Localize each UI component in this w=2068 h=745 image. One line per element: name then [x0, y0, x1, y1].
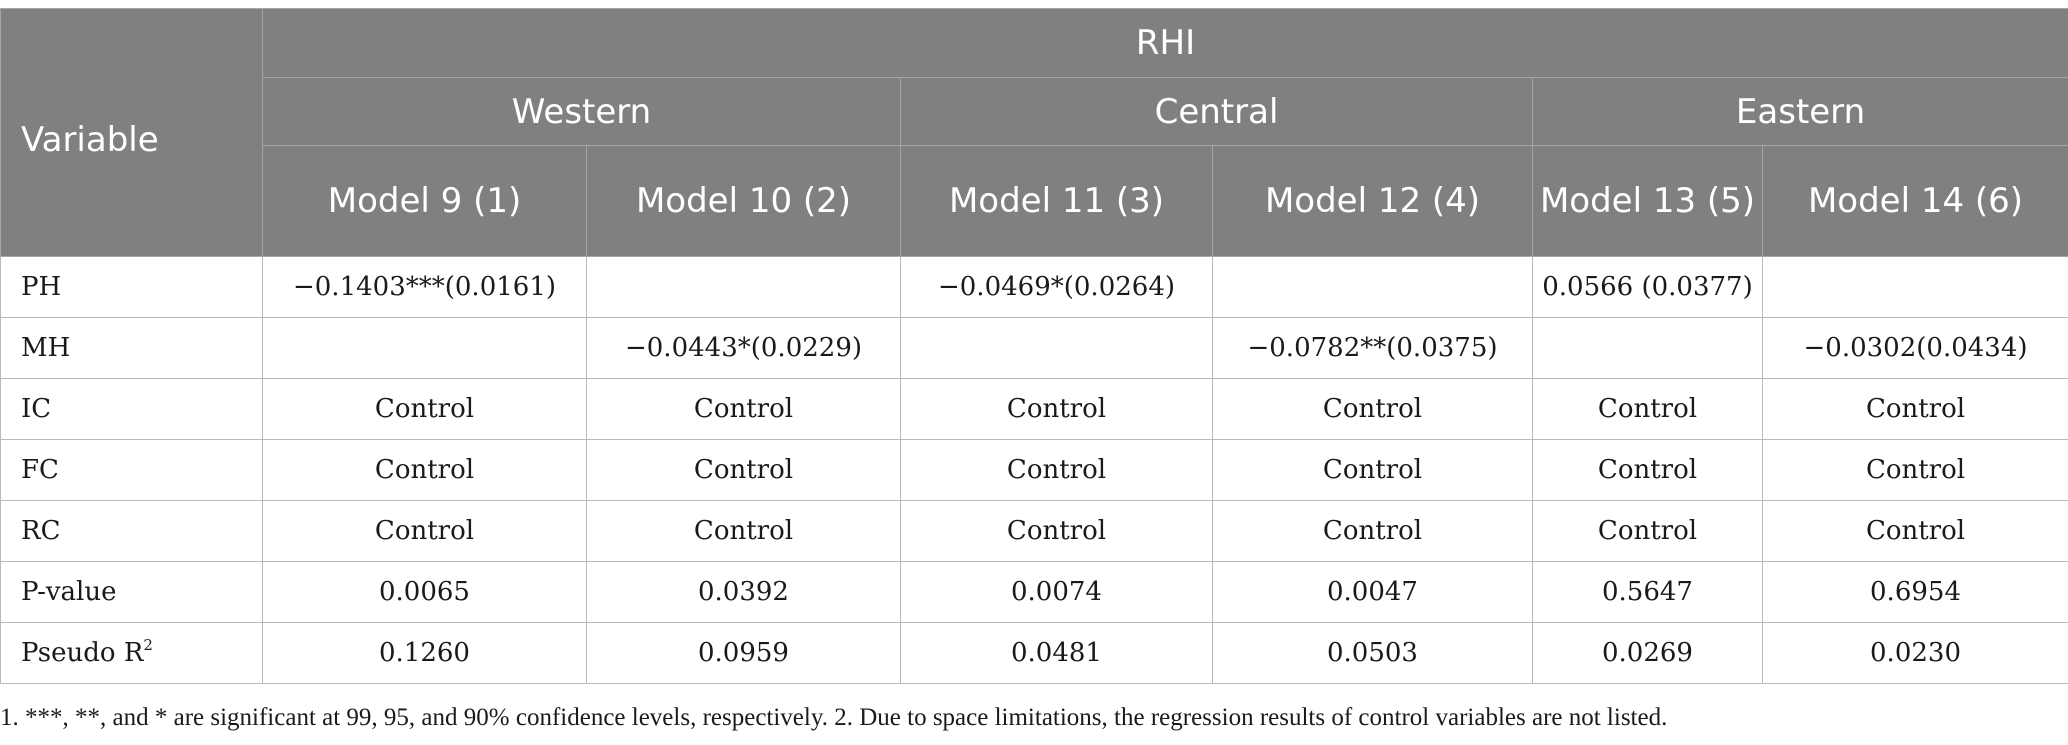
table-cell: Control: [586, 500, 901, 562]
table-row: RC Control Control Control Control Contr…: [0, 500, 2068, 562]
table-footnote: 1. ***, **, and * are significant at 99,…: [0, 704, 1668, 731]
table-cell: 0.1260: [262, 622, 587, 684]
row-label: P-value: [0, 561, 263, 623]
table-row: P-value 0.0065 0.0392 0.0074 0.0047 0.56…: [0, 561, 2068, 623]
row-label: Pseudo R2: [0, 622, 263, 684]
table-cell: [1532, 317, 1763, 379]
table-cell: Control: [1532, 378, 1763, 440]
row-label: RC: [0, 500, 263, 562]
table-cell: −0.1403***(0.0161): [262, 256, 587, 318]
table-cell: 0.6954: [1761, 561, 2068, 623]
table-cell: [262, 317, 587, 379]
table-cell: Control: [262, 500, 587, 562]
table-row: Pseudo R2 0.1260 0.0959 0.0481 0.0503 0.…: [0, 622, 2068, 684]
table-cell: −0.0302(0.0434): [1761, 317, 2068, 379]
table-cell: Control: [1532, 500, 1763, 562]
table-cell: [586, 256, 901, 318]
region-header-eastern: Eastern: [1531, 77, 2068, 146]
table-row: FC Control Control Control Control Contr…: [0, 439, 2068, 501]
row-label: MH: [0, 317, 263, 379]
model-header: Model 13 (5): [1532, 145, 1763, 257]
table-cell: Control: [1761, 439, 2068, 501]
table-cell: [1761, 256, 2068, 318]
table-cell: −0.0469*(0.0264): [900, 256, 1213, 318]
table-cell: Control: [586, 439, 901, 501]
table-cell: Control: [900, 500, 1213, 562]
table-cell: 0.0074: [900, 561, 1213, 623]
regression-results-table: Variable RHI Western Central Eastern Mod…: [0, 8, 2068, 684]
row-label: FC: [0, 439, 263, 501]
row-label: PH: [0, 256, 263, 318]
table-cell: Control: [1212, 439, 1533, 501]
model-header: Model 10 (2): [586, 145, 901, 257]
table-row: IC Control Control Control Control Contr…: [0, 378, 2068, 440]
table-cell: 0.0959: [586, 622, 901, 684]
table-cell: 0.0392: [586, 561, 901, 623]
table-cell: Control: [262, 439, 587, 501]
table-cell: 0.0269: [1532, 622, 1763, 684]
table-container: Variable RHI Western Central Eastern Mod…: [0, 8, 2068, 684]
table-row: MH −0.0443*(0.0229) −0.0782**(0.0375) −0…: [0, 317, 2068, 379]
table-cell: Control: [1761, 378, 2068, 440]
table-row: PH −0.1403***(0.0161) −0.0469*(0.0264) 0…: [0, 256, 2068, 318]
model-header: Model 14 (6): [1761, 145, 2068, 257]
region-header-western: Western: [262, 77, 901, 146]
table-cell: Control: [1212, 378, 1533, 440]
table-cell: 0.0047: [1212, 561, 1533, 623]
table-cell: 0.0503: [1212, 622, 1533, 684]
table-cell: Control: [1212, 500, 1533, 562]
superscript: 2: [143, 636, 153, 654]
table-cell: 0.5647: [1532, 561, 1763, 623]
table-cell: −0.0443*(0.0229): [586, 317, 901, 379]
row-label-text: Pseudo R: [21, 638, 144, 668]
table-cell: 0.0065: [262, 561, 587, 623]
table-cell: [1212, 256, 1533, 318]
table-cell: −0.0782**(0.0375): [1212, 317, 1533, 379]
model-header: Model 12 (4): [1212, 145, 1533, 257]
table-cell: Control: [1532, 439, 1763, 501]
table-cell: [900, 317, 1213, 379]
row-label: IC: [0, 378, 263, 440]
table-cell: Control: [900, 439, 1213, 501]
table-cell: Control: [900, 378, 1213, 440]
table-cell: 0.0481: [900, 622, 1213, 684]
table-cell: 0.0566 (0.0377): [1532, 256, 1763, 318]
table-cell: Control: [262, 378, 587, 440]
model-header: Model 11 (3): [900, 145, 1213, 257]
variable-header: Variable: [0, 8, 263, 257]
table-cell: Control: [586, 378, 901, 440]
model-header: Model 9 (1): [262, 145, 587, 257]
table-cell: 0.0230: [1761, 622, 2068, 684]
rhi-group-header: RHI: [261, 8, 2068, 78]
region-header-central: Central: [900, 77, 1533, 146]
table-cell: Control: [1761, 500, 2068, 562]
